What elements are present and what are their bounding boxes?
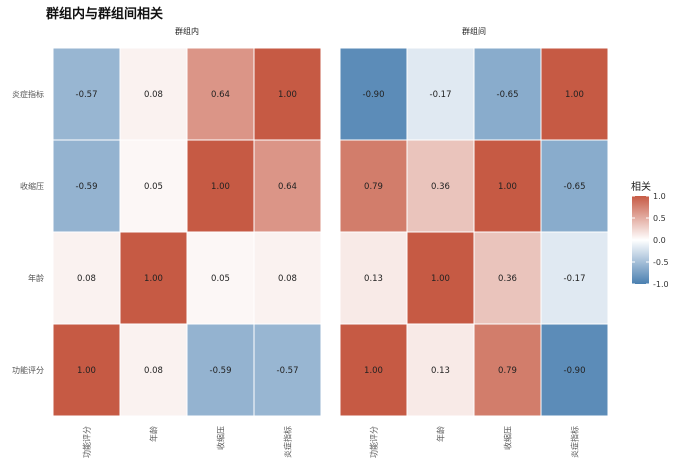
cell-value-label: -0.59 — [76, 182, 98, 192]
x-tick-label: 炎症指标 — [570, 426, 580, 458]
heatmap-cell — [187, 324, 254, 416]
heatmap-cell — [541, 324, 608, 416]
heatmap-cell — [53, 48, 120, 140]
x-tick-label: 功能评分 — [369, 426, 379, 458]
legend-colorbar — [632, 196, 649, 284]
legend-tick-label: -1.0 — [653, 280, 669, 289]
x-tick-label: 年龄 — [436, 426, 446, 442]
heatmap-cell — [120, 48, 187, 140]
heatmap-cell — [254, 140, 321, 232]
cell-value-label: 1.00 — [565, 90, 584, 100]
heatmap-cell — [541, 140, 608, 232]
cell-value-label: 1.00 — [278, 90, 297, 100]
legend-tick-label: 1.0 — [653, 192, 666, 201]
legend-tick-label: 0.0 — [653, 236, 666, 245]
heatmap-cell — [474, 324, 541, 416]
cell-value-label: -0.57 — [76, 90, 98, 100]
legend-title: 相关 — [631, 180, 651, 193]
cell-value-label: 0.36 — [431, 182, 450, 192]
heatmap-cell — [407, 48, 474, 140]
cell-value-label: -0.59 — [210, 366, 232, 376]
cell-value-label: 0.05 — [144, 182, 163, 192]
cell-value-label: -0.90 — [564, 366, 586, 376]
x-tick-label: 收缩压 — [503, 426, 513, 450]
cell-value-label: 1.00 — [144, 274, 163, 284]
heatmap-cell — [254, 324, 321, 416]
cell-value-label: 1.00 — [211, 182, 230, 192]
cell-value-label: 0.64 — [211, 90, 230, 100]
cell-value-label: 1.00 — [498, 182, 517, 192]
cell-value-label: 0.64 — [278, 182, 297, 192]
heatmap-cell — [187, 140, 254, 232]
cell-value-label: -0.90 — [363, 90, 385, 100]
heatmap-cell — [254, 232, 321, 324]
cell-value-label: 0.08 — [144, 90, 163, 100]
y-tick-label: 炎症指标 — [12, 89, 44, 99]
cell-value-label: 0.36 — [498, 274, 517, 284]
heatmap-cell — [120, 232, 187, 324]
heatmap-cell — [340, 232, 407, 324]
legend-tick-label: 0.5 — [653, 214, 666, 223]
heatmap-cell — [474, 232, 541, 324]
heatmap-cell — [187, 232, 254, 324]
heatmap-cell — [474, 140, 541, 232]
legend-tick-label: -0.5 — [653, 258, 669, 267]
facet-strip-label: 群组间 — [462, 26, 486, 36]
y-tick-label: 功能评分 — [12, 365, 44, 375]
heatmap-cell — [340, 48, 407, 140]
cell-value-label: 1.00 — [431, 274, 450, 284]
cell-value-label: 0.13 — [431, 366, 450, 376]
heatmap-cell — [53, 232, 120, 324]
cell-value-label: 0.08 — [144, 366, 163, 376]
heatmap-cell — [53, 324, 120, 416]
cell-value-label: -0.65 — [564, 182, 586, 192]
facet-strip-label: 群组内 — [175, 26, 199, 36]
cell-value-label: 1.00 — [77, 366, 96, 376]
heatmap-cell — [340, 140, 407, 232]
cell-value-label: -0.17 — [430, 90, 452, 100]
cell-value-label: 0.79 — [364, 182, 383, 192]
heatmap-cell — [187, 48, 254, 140]
heatmap-cell — [340, 324, 407, 416]
heatmap-cell — [120, 324, 187, 416]
chart-title: 群组内与群组间相关 — [46, 7, 164, 22]
cell-value-label: -0.17 — [564, 274, 586, 284]
heatmap-cell — [254, 48, 321, 140]
y-tick-label: 收缩压 — [20, 181, 44, 191]
cell-value-label: 0.79 — [498, 366, 517, 376]
x-tick-label: 收缩压 — [216, 426, 226, 450]
heatmap-cell — [120, 140, 187, 232]
x-tick-label: 炎症指标 — [283, 426, 293, 458]
heatmap-cell — [407, 324, 474, 416]
heatmap-cell — [474, 48, 541, 140]
cell-value-label: -0.65 — [497, 90, 519, 100]
cell-value-label: 0.08 — [278, 274, 297, 284]
heatmap-cell — [407, 232, 474, 324]
cell-value-label: 1.00 — [364, 366, 383, 376]
x-tick-label: 年龄 — [149, 426, 159, 442]
cell-value-label: 0.08 — [77, 274, 96, 284]
heatmap-cell — [53, 140, 120, 232]
y-tick-label: 年龄 — [28, 273, 44, 283]
heatmap-cell — [407, 140, 474, 232]
cell-value-label: -0.57 — [277, 366, 299, 376]
cell-value-label: 0.05 — [211, 274, 230, 284]
heatmap-cell — [541, 48, 608, 140]
cell-value-label: 0.13 — [364, 274, 383, 284]
heatmap-cell — [541, 232, 608, 324]
x-tick-label: 功能评分 — [82, 426, 92, 458]
